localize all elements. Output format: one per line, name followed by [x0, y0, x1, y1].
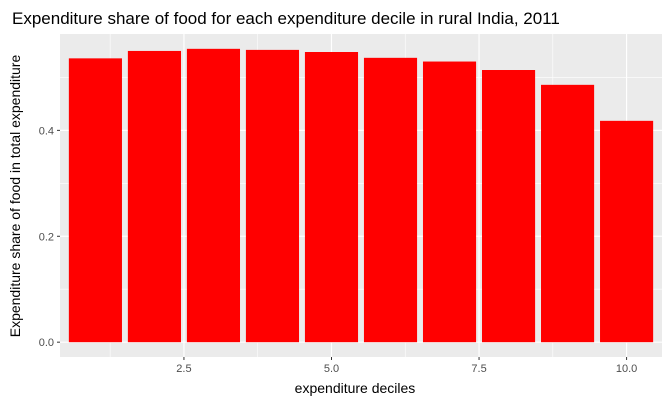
x-axis-title: expenditure deciles — [295, 380, 416, 396]
bar — [422, 61, 477, 343]
bar — [363, 57, 418, 343]
y-tick-label: 0.2 — [39, 231, 54, 243]
bars — [68, 48, 654, 343]
y-axis: 0.0 0.2 0.4 — [39, 125, 60, 349]
chart-title: Expenditure share of food for each expen… — [12, 9, 560, 28]
bar — [481, 70, 536, 343]
y-tick-label: 0.0 — [39, 337, 54, 349]
x-tick-label: 5.0 — [324, 363, 339, 375]
x-tick-label: 2.5 — [176, 363, 191, 375]
x-tick-label: 10.0 — [616, 363, 637, 375]
bar — [600, 120, 654, 343]
bar — [68, 58, 122, 343]
y-tick-label: 0.4 — [39, 125, 54, 137]
bar — [245, 49, 300, 343]
bar — [186, 48, 241, 343]
bar — [127, 50, 181, 343]
bar — [304, 52, 359, 343]
bar — [541, 84, 595, 343]
y-axis-title: Expenditure share of food in total expen… — [7, 55, 23, 338]
x-tick-label: 7.5 — [471, 363, 486, 375]
x-axis: 2.5 5.0 7.5 10.0 — [176, 357, 637, 375]
